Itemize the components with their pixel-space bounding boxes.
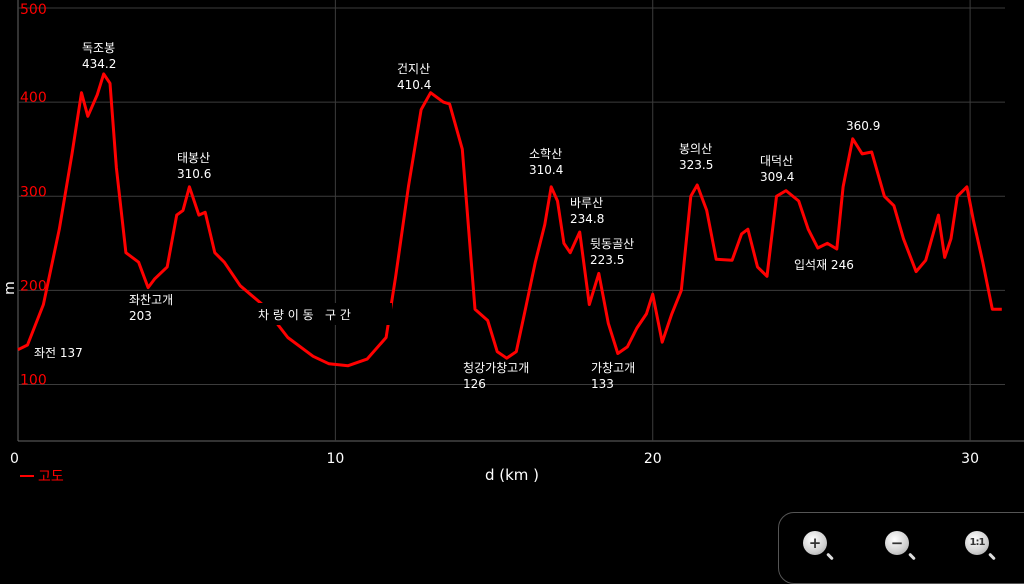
x-axis-label: d (km ) [485,466,539,484]
annotation-group: 독조봉 434.2 태봉산 310.6 건지산 410.4 소학산 310.4 바루산 234.8… [34,41,880,391]
peak-name-label: 봉의산 [679,142,712,156]
x-tick-labels: 0 10 20 30 [10,451,979,467]
magnifier-handle [988,552,996,561]
y-tick-label: 100 [20,373,47,389]
peak-name-label: 청강가창고개 [463,361,529,375]
peak-elevation-label: 223.5 [590,253,624,267]
x-tick-label: 10 [326,451,344,467]
y-tick-label: 500 [20,2,47,18]
x-tick-label: 30 [961,451,979,467]
legend-label: 고도 [38,469,64,485]
peak-elevation-label: 133 [591,377,614,391]
y-tick-label: 300 [20,184,47,200]
magnifier-handle [908,552,916,561]
peak-elevation-label: 434.2 [82,57,116,71]
y-axis-label: m [2,281,18,295]
zoom-reset-icon: 1:1 [965,531,989,555]
peak-name-label: 좌찬고개 [129,292,173,307]
zoom-control-panel: + − 1:1 [778,512,1024,584]
zoom-in-icon: + [803,531,827,555]
peak-elevation-label: 203 [129,309,152,323]
x-tick-label: 0 [10,451,19,467]
x-tick-label: 20 [644,451,662,467]
zoom-out-button[interactable]: − [881,527,916,561]
peak-name-label: 건지산 [397,62,430,76]
label-background [254,303,392,325]
peak-elevation-label: 323.5 [679,158,713,172]
peak-elevation-label: 360.9 [846,119,880,133]
peak-elevation-label: 410.4 [397,78,431,92]
peak-elevation-label: 309.4 [760,170,794,184]
inline-annotation: 입석재 246 [794,258,854,272]
peak-name-label: 뒷동골산 [590,237,634,251]
y-tick-label: 200 [20,278,47,294]
inline-annotation: 차 량 이 동 구 간 [258,308,351,322]
peak-elevation-label: 126 [463,377,486,391]
peak-name-label: 소학산 [529,147,562,161]
grid-lines [17,0,1024,442]
zoom-reset-button[interactable]: 1:1 [961,527,996,561]
magnifier-handle [826,552,834,561]
peak-name-label: 가창고개 [591,361,635,375]
peak-name-label: 대덕산 [760,154,793,168]
y-tick-label: 400 [20,90,47,106]
peak-name-label: 바루산 [570,196,603,210]
elevation-line [17,72,1002,368]
peak-elevation-label: 310.6 [177,167,211,181]
series-group [17,72,1002,368]
peak-elevation-label: 310.4 [529,163,563,177]
zoom-out-icon: − [885,531,909,555]
peak-name-label: 독조봉 [82,41,115,55]
peak-name-label: 태봉산 [177,151,210,165]
inline-annotation: 좌전 137 [34,346,83,360]
y-tick-labels: 100 200 300 400 500 [20,2,47,389]
peak-elevation-label: 234.8 [570,212,604,226]
zoom-in-button[interactable]: + [799,527,834,561]
